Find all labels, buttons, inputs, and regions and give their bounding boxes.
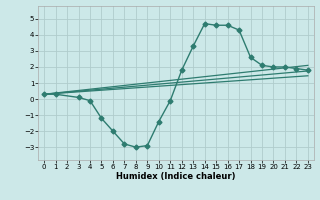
X-axis label: Humidex (Indice chaleur): Humidex (Indice chaleur) <box>116 172 236 181</box>
